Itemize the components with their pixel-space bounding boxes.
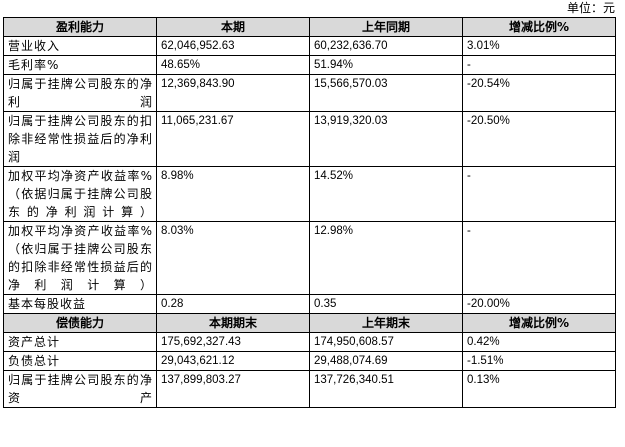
value-cell-prior: 12.98% <box>309 221 463 295</box>
row-label: 加权平均净资产收益率%（依归属于挂牌公司股东的扣除非经常性损益后的净利润计算） <box>3 221 157 295</box>
profit-header-cell: 上年同期 <box>309 17 463 37</box>
solvency-header-row: 偿债能力 本期期末 上年期末 增减比例% <box>3 313 616 333</box>
value-cell-change: 0.13% <box>462 370 616 408</box>
row-label: 营业收入 <box>3 36 157 56</box>
value-cell-change: - <box>462 166 616 222</box>
value-cell-prior: 0.35 <box>309 294 463 314</box>
value-cell-current: 29,043,621.12 <box>156 351 310 371</box>
value-cell-current: 11,065,231.67 <box>156 111 310 167</box>
solvency-header-cell: 偿债能力 <box>3 313 157 333</box>
table-row: 营业收入 62,046,952.63 60,232,636.70 3.01% <box>3 36 616 56</box>
solvency-header-cell: 本期期末 <box>156 313 310 333</box>
value-cell-change: - <box>462 55 616 75</box>
profit-header-cell: 增减比例% <box>462 17 616 37</box>
row-label: 负债总计 <box>3 351 157 371</box>
profit-header-row: 盈利能力 本期 上年同期 增减比例% <box>3 17 616 37</box>
value-cell-change: 3.01% <box>462 36 616 56</box>
table-row: 归属于挂牌公司股东的扣除非经常性损益后的净利润 11,065,231.67 13,9… <box>3 111 616 167</box>
value-cell-prior: 137,726,340.51 <box>309 370 463 408</box>
value-cell-change: -20.50% <box>462 111 616 167</box>
table-row: 负债总计 29,043,621.12 29,488,074.69 -1.51% <box>3 351 616 371</box>
value-cell-current: 48.65% <box>156 55 310 75</box>
value-cell-change: - <box>462 221 616 295</box>
row-label: 资产总计 <box>3 332 157 352</box>
value-cell-current: 0.28 <box>156 294 310 314</box>
value-cell-current: 8.98% <box>156 166 310 222</box>
unit-label: 单位：元 <box>566 1 615 15</box>
table-row: 归属于挂牌公司股东的净利润 12,369,843.90 15,566,570.03-… <box>3 74 616 112</box>
row-label: 归属于挂牌公司股东的净资产 <box>3 370 157 408</box>
table-row: 资产总计 175,692,327.43 174,950,608.57 0.42% <box>3 332 616 352</box>
row-label: 归属于挂牌公司股东的扣除非经常性损益后的净利润 <box>3 111 157 167</box>
row-label: 毛利率% <box>3 55 157 75</box>
solvency-header-cell: 上年期末 <box>309 313 463 333</box>
value-cell-change: 0.42% <box>462 332 616 352</box>
value-cell-change: -20.00% <box>462 294 616 314</box>
table-row: 基本每股收益 0.28 0.35 -20.00% <box>3 294 616 314</box>
value-cell-prior: 60,232,636.70 <box>309 36 463 56</box>
value-cell-change: -20.54% <box>462 74 616 112</box>
value-cell-prior: 15,566,570.03 <box>309 74 463 112</box>
table-row: 毛利率% 48.65% 51.94% - <box>3 55 616 75</box>
row-label: 加权平均净资产收益率%（依据归属于挂牌公司股东的净利润计算） <box>3 166 157 222</box>
solvency-header-cell: 增减比例% <box>462 313 616 333</box>
value-cell-current: 8.03% <box>156 221 310 295</box>
value-cell-current: 12,369,843.90 <box>156 74 310 112</box>
table-row: 加权平均净资产收益率%（依归属于挂牌公司股东的扣除非经常性损益后的净利润计算） 8… <box>3 221 616 295</box>
financial-table: 盈利能力 本期 上年同期 增减比例% 营业收入 62,046,952.63 60,232,6… <box>3 17 616 408</box>
value-cell-prior: 29,488,074.69 <box>309 351 463 371</box>
value-cell-current: 137,899,803.27 <box>156 370 310 408</box>
value-cell-prior: 13,919,320.03 <box>309 111 463 167</box>
value-cell-current: 175,692,327.43 <box>156 332 310 352</box>
row-label: 归属于挂牌公司股东的净利润 <box>3 74 157 112</box>
row-label: 基本每股收益 <box>3 294 157 314</box>
table-row: 归属于挂牌公司股东的净资产 137,899,803.27 137,726,340.5… <box>3 370 616 408</box>
table-row: 加权平均净资产收益率%（依据归属于挂牌公司股东的净利润计算） 8.98% 14.52… <box>3 166 616 222</box>
value-cell-prior: 174,950,608.57 <box>309 332 463 352</box>
value-cell-prior: 14.52% <box>309 166 463 222</box>
profit-header-cell: 盈利能力 <box>3 17 157 37</box>
value-cell-prior: 51.94% <box>309 55 463 75</box>
value-cell-current: 62,046,952.63 <box>156 36 310 56</box>
value-cell-change: -1.51% <box>462 351 616 371</box>
profit-header-cell: 本期 <box>156 17 310 37</box>
